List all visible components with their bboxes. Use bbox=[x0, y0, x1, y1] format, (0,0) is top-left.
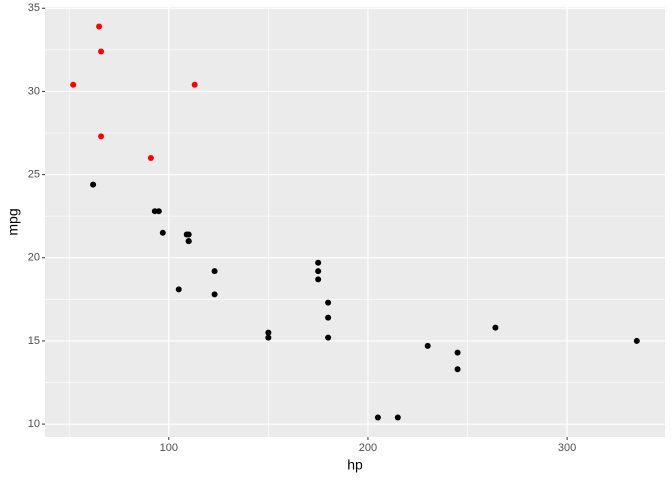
point bbox=[211, 291, 218, 298]
point bbox=[90, 181, 97, 188]
y-tick-label: 35 bbox=[28, 2, 40, 14]
point bbox=[159, 229, 166, 236]
x-tick-label: 200 bbox=[359, 442, 377, 454]
point bbox=[633, 337, 640, 344]
point bbox=[454, 366, 461, 373]
point bbox=[325, 299, 332, 306]
point bbox=[98, 133, 105, 140]
y-tick-label: 10 bbox=[28, 418, 40, 430]
y-tick-label: 25 bbox=[28, 168, 40, 180]
y-tick-label: 15 bbox=[28, 335, 40, 347]
point bbox=[191, 81, 198, 88]
x-tick-label: 300 bbox=[558, 442, 576, 454]
y-axis-title: mpg bbox=[5, 208, 21, 235]
y-tick-label: 30 bbox=[28, 85, 40, 97]
point bbox=[147, 154, 154, 161]
point bbox=[98, 48, 105, 55]
point bbox=[454, 349, 461, 356]
point bbox=[374, 414, 381, 421]
point bbox=[492, 324, 499, 331]
point bbox=[315, 259, 322, 266]
point bbox=[211, 268, 218, 275]
point bbox=[175, 286, 182, 293]
point bbox=[394, 414, 401, 421]
point bbox=[70, 81, 77, 88]
point bbox=[325, 314, 332, 321]
point bbox=[155, 208, 162, 215]
point bbox=[424, 342, 431, 349]
plot-panel bbox=[45, 7, 665, 437]
y-tick-label: 20 bbox=[28, 252, 40, 264]
point bbox=[183, 231, 190, 238]
point bbox=[315, 276, 322, 283]
point bbox=[185, 238, 192, 245]
point bbox=[265, 334, 272, 341]
x-axis-title: hp bbox=[347, 457, 363, 473]
point bbox=[96, 23, 103, 30]
point bbox=[315, 268, 322, 275]
point bbox=[265, 329, 272, 336]
x-tick-label: 100 bbox=[160, 442, 178, 454]
point bbox=[325, 334, 332, 341]
